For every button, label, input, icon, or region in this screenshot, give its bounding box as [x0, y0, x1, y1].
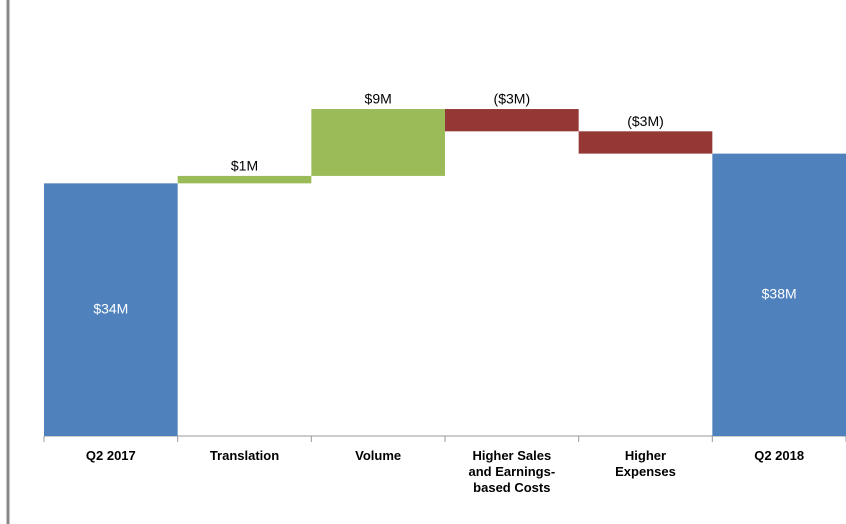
data-label: ($3M) [627, 113, 664, 129]
data-label: $34M [93, 300, 128, 316]
bar [44, 183, 178, 436]
bar [712, 153, 846, 436]
x-tick-label: Higher Sales and Earnings-based Costs [468, 448, 556, 495]
data-label: $38M [762, 286, 797, 302]
bar [177, 175, 312, 184]
x-tick-label: Q2 2017 [85, 448, 136, 463]
x-tick-label: Higher Expenses [615, 448, 676, 479]
bar [445, 109, 579, 132]
bar [578, 131, 713, 154]
x-tick-label: Translation [209, 448, 280, 463]
data-label: $1M [231, 158, 258, 174]
x-tick-label: Volume [355, 448, 402, 463]
x-tick-label: Q2 2018 [754, 448, 805, 463]
bar [311, 109, 445, 176]
data-label: $9M [365, 91, 392, 107]
data-label: ($3M) [494, 91, 531, 107]
